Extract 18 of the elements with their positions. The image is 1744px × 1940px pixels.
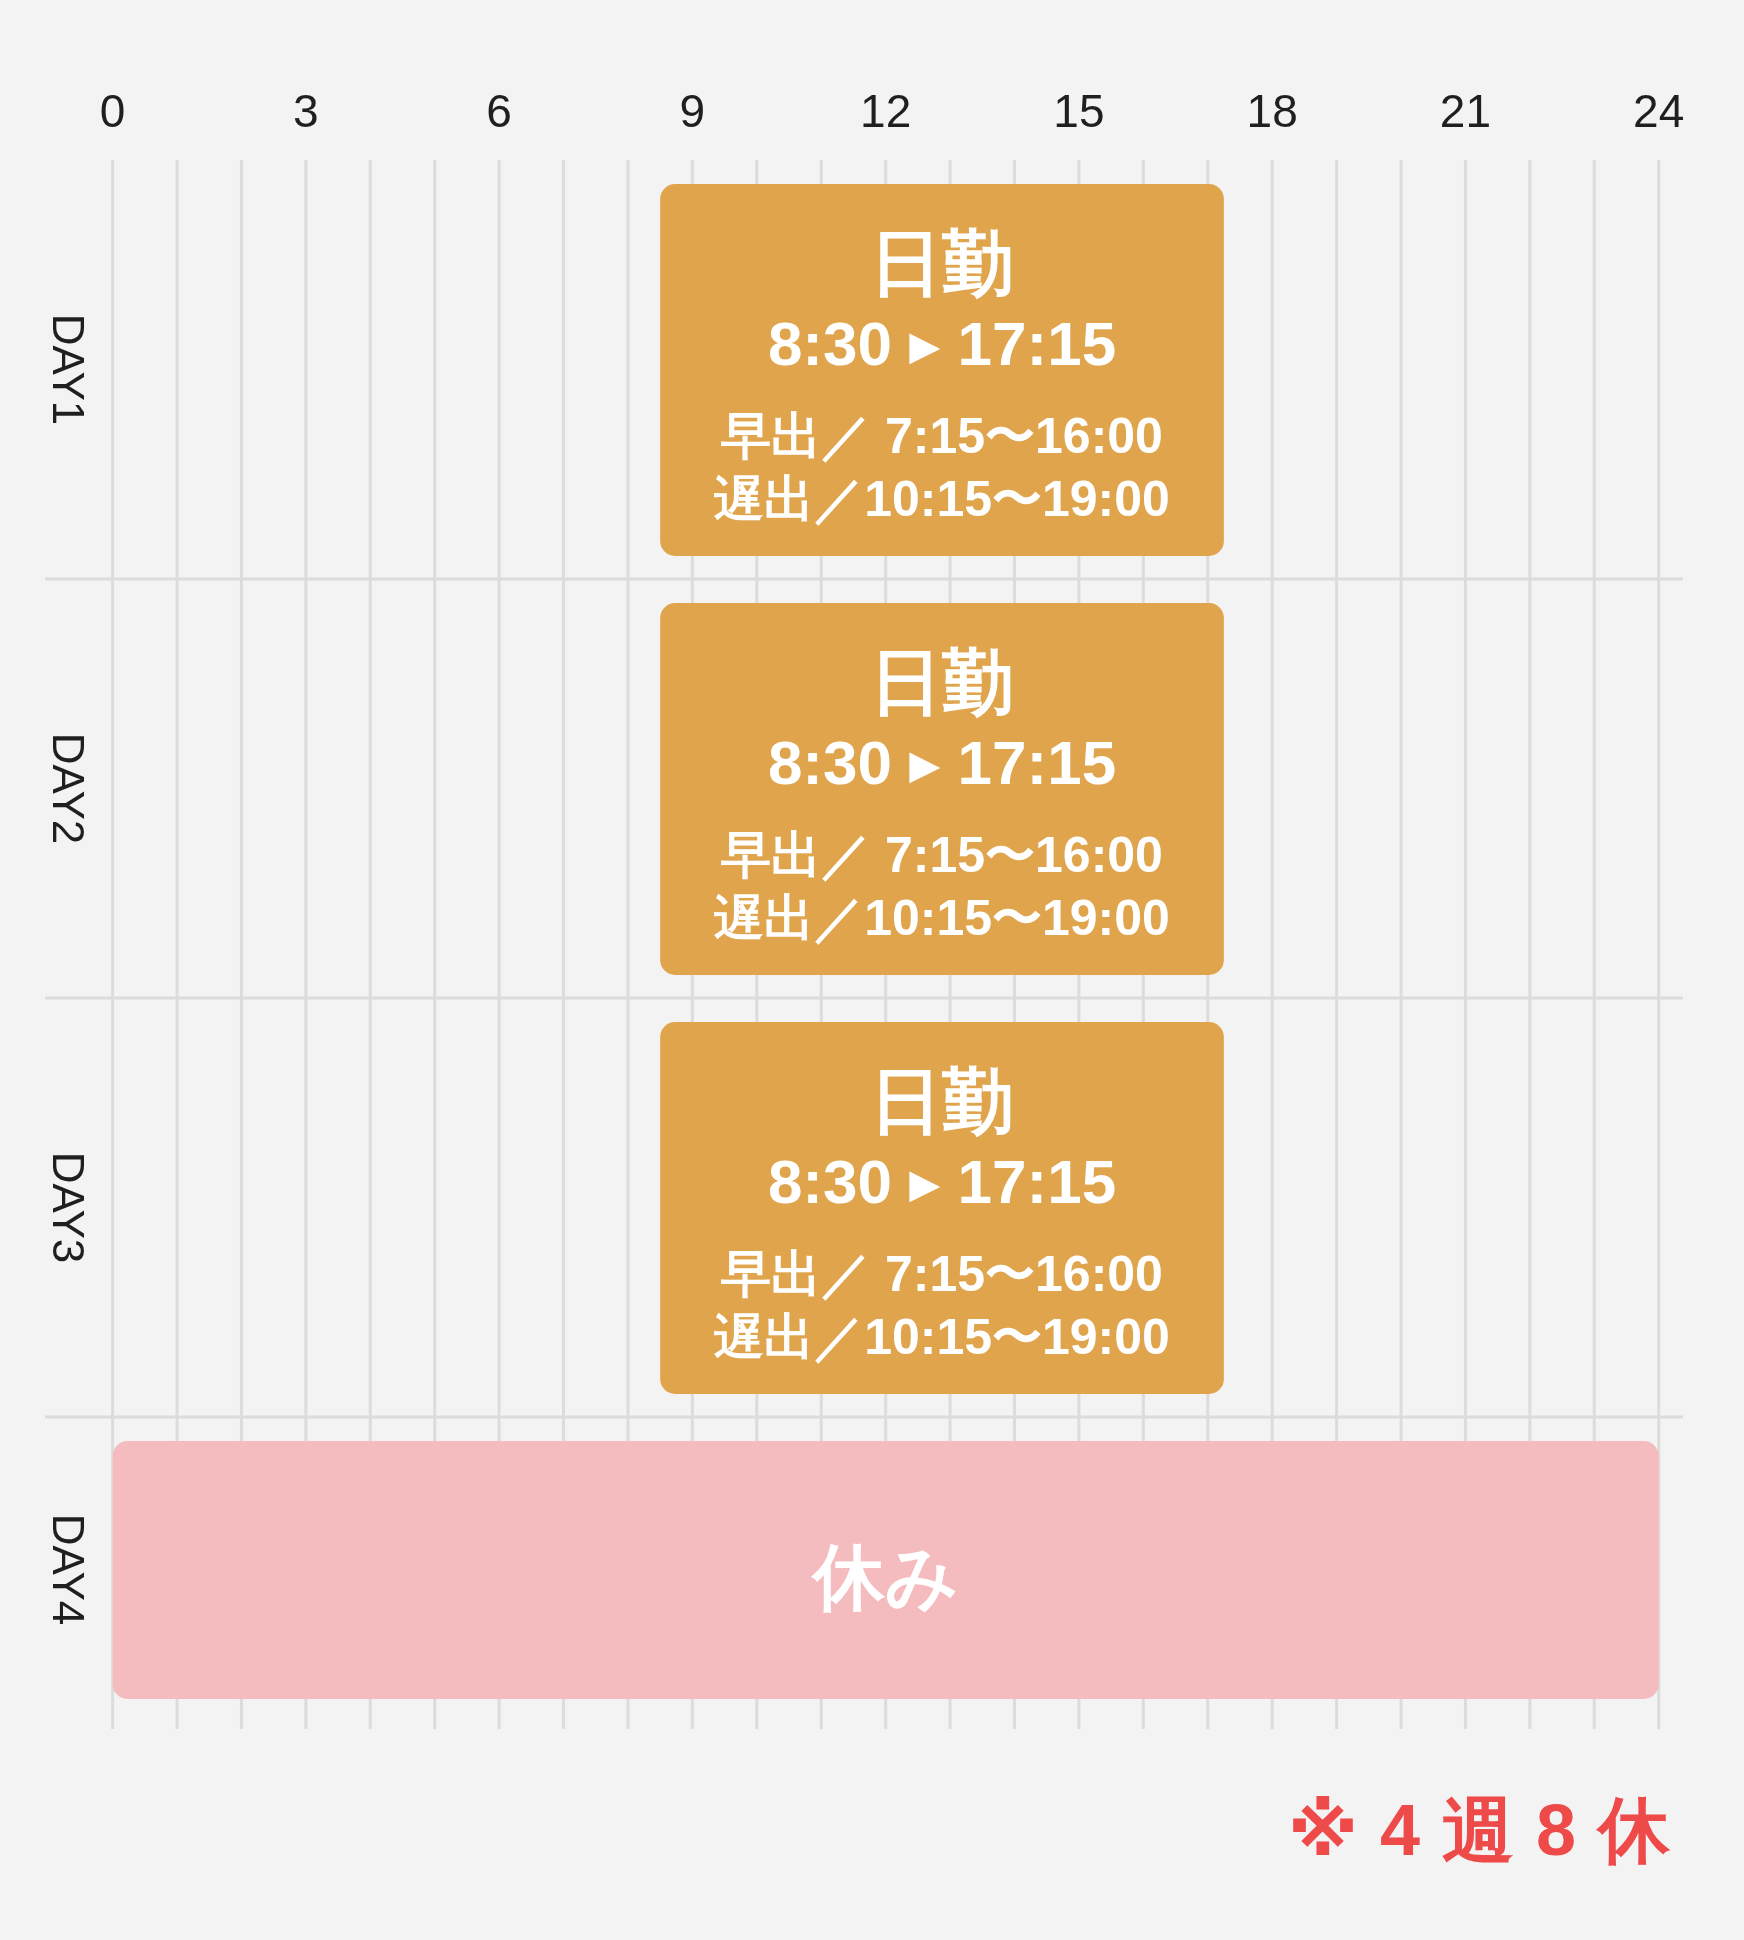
data-label: 日勤 8:30 ▸ 17:15 早出／ 7:15〜16:00 遅出／10:15〜19:00 bbox=[713, 223, 1170, 528]
x-tick-label: 0 bbox=[99, 85, 126, 137]
data-label: 日勤 8:30 ▸ 17:15 早出／ 7:15〜16:00 遅出／10:15〜19:00 bbox=[713, 642, 1170, 947]
y-tick-label: DAY3 bbox=[43, 1151, 93, 1264]
y-tick-label: DAY1 bbox=[43, 313, 93, 426]
x-tick-label: 3 bbox=[293, 85, 319, 137]
x-tick-label: 12 bbox=[860, 85, 912, 137]
x-tick-label: 18 bbox=[1246, 85, 1298, 137]
x-tick-label: 15 bbox=[1053, 85, 1105, 137]
x-tick-label: 9 bbox=[679, 85, 706, 137]
data-label: 休み bbox=[809, 1537, 959, 1618]
x-tick-label: 6 bbox=[486, 85, 512, 137]
text: ※4週8休 bbox=[1287, 1790, 1692, 1870]
y-tick-label: DAY2 bbox=[43, 732, 93, 845]
x-tick-label: 21 bbox=[1439, 85, 1492, 137]
data-label: 日勤 8:30 ▸ 17:15 早出／ 7:15〜16:00 遅出／10:15〜19:00 bbox=[713, 1061, 1170, 1366]
y-tick-label: DAY4 bbox=[43, 1513, 93, 1626]
x-tick-label: 24 bbox=[1633, 85, 1685, 137]
